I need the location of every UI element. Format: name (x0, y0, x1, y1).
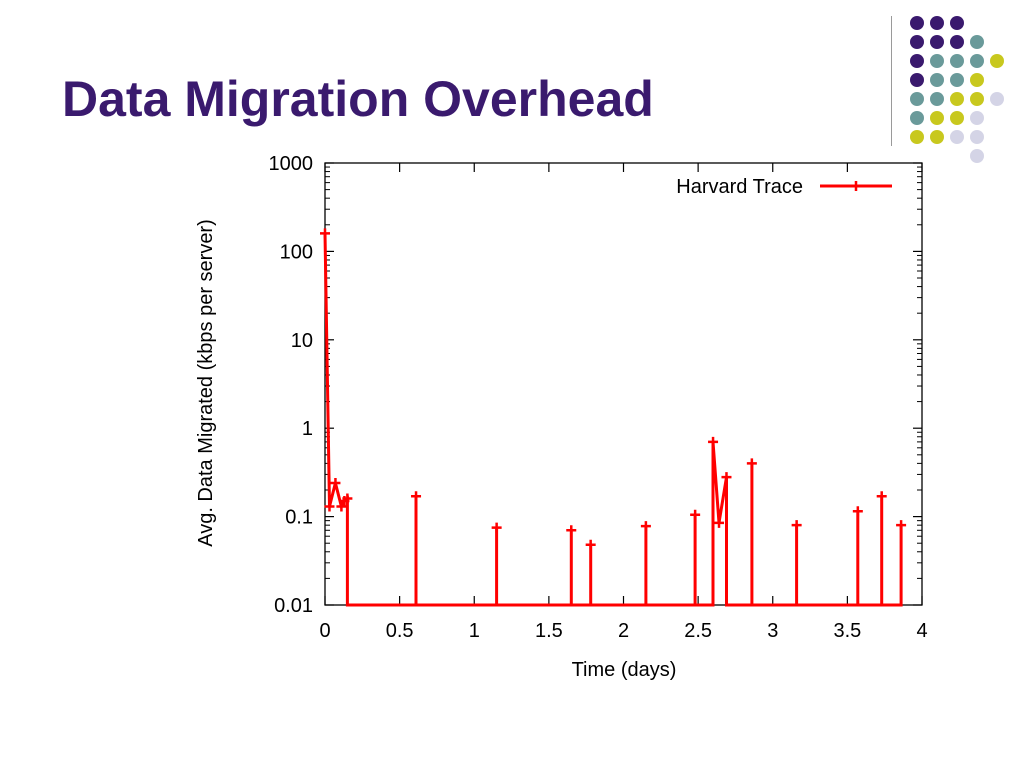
decorative-dot (970, 92, 984, 106)
x-tick-label: 4 (916, 620, 927, 642)
y-tick-label: 10 (291, 330, 313, 352)
decorative-dot (950, 54, 964, 68)
series-line-harvard-trace (323, 233, 903, 607)
decorative-dot (970, 130, 984, 144)
x-tick-label: 3.5 (833, 620, 861, 642)
x-tick-label: 1 (469, 620, 480, 642)
decorative-dot (970, 111, 984, 125)
decorative-dot (950, 130, 964, 144)
decorative-dot (950, 73, 964, 87)
x-axis-label: Time (days) (572, 659, 677, 681)
decorative-dot (930, 130, 944, 144)
series-group (323, 233, 903, 607)
data-point (690, 509, 701, 520)
decorative-dot (950, 16, 964, 30)
decorative-dot (910, 92, 924, 106)
data-point (640, 521, 651, 532)
decorative-dot (910, 130, 924, 144)
x-tick-label: 0 (319, 620, 330, 642)
data-point (585, 539, 596, 550)
data-point (721, 472, 732, 483)
marker-group (320, 228, 907, 550)
x-tick-labels: 0 0.5 1 1.5 2 2.5 3 3.5 4 (319, 620, 927, 642)
y-tick-label: 100 (280, 241, 313, 263)
decorative-dot (990, 92, 1004, 106)
decorative-dot (930, 54, 944, 68)
decorative-divider (891, 16, 892, 146)
x-tick-label: 0.5 (386, 620, 414, 642)
decorative-dot (910, 73, 924, 87)
decorative-dot (910, 16, 924, 30)
data-point (320, 228, 330, 239)
data-point (491, 522, 502, 533)
decorative-dot (930, 16, 944, 30)
data-point (714, 517, 725, 528)
decorative-dot (930, 35, 944, 49)
decorative-dot (930, 73, 944, 87)
x-tick-label: 3 (767, 620, 778, 642)
decorative-dot (910, 54, 924, 68)
data-point (330, 477, 341, 488)
data-point (852, 506, 863, 517)
y-tick-label: 1000 (269, 153, 314, 175)
decorative-dot (970, 149, 984, 163)
data-point (876, 491, 887, 502)
decorative-dot (950, 111, 964, 125)
decorative-dot (930, 92, 944, 106)
x-tick-label: 2 (618, 620, 629, 642)
x-tick-label: 1.5 (535, 620, 563, 642)
decorative-dot (930, 111, 944, 125)
decorative-dot-grid (910, 16, 1004, 163)
data-point (896, 520, 907, 531)
y-tick-label: 0.1 (285, 507, 313, 529)
data-point (746, 458, 757, 469)
decorative-dot (950, 92, 964, 106)
legend: Harvard Trace (676, 176, 892, 198)
data-point (411, 491, 422, 502)
decorative-dot (970, 73, 984, 87)
x-tick-label: 2.5 (684, 620, 712, 642)
y-tick-label: 1 (302, 418, 313, 440)
decorative-dot (910, 35, 924, 49)
data-point (566, 525, 577, 536)
decorative-dot (910, 111, 924, 125)
data-point (791, 520, 802, 531)
decorative-dot (990, 54, 1004, 68)
data-point (708, 436, 719, 447)
y-axis-label: Avg. Data Migrated (kbps per server) (195, 219, 217, 547)
data-point (342, 493, 353, 504)
y-tick-labels: 0.01 0.1 1 10 100 1000 (269, 153, 314, 617)
legend-label: Harvard Trace (676, 176, 803, 198)
y-tick-label: 0.01 (274, 595, 313, 617)
decorative-dot (950, 35, 964, 49)
data-point (324, 501, 335, 512)
decorative-dot (970, 35, 984, 49)
data-point (336, 501, 347, 512)
decorative-dot (970, 54, 984, 68)
slide-title: Data Migration Overhead (62, 71, 654, 127)
legend-marker-sample (851, 181, 861, 191)
